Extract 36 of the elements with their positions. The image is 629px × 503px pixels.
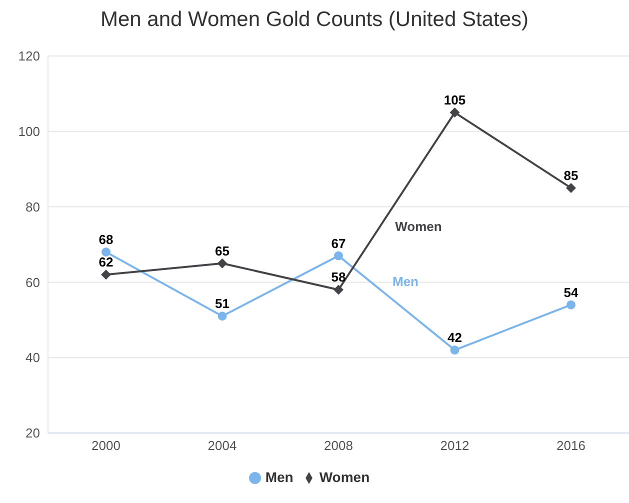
y-tick-label: 40 xyxy=(26,350,40,366)
y-tick-label: 120 xyxy=(18,48,40,64)
data-label: 67 xyxy=(331,236,346,251)
point xyxy=(334,251,343,260)
text: Men xyxy=(392,274,418,290)
data-label: 85 xyxy=(564,168,578,183)
data-label: 105 xyxy=(444,92,466,108)
point xyxy=(450,108,460,118)
y-tick-label: 100 xyxy=(18,124,40,140)
chart-title: Men and Women Gold Counts (United States) xyxy=(100,8,530,32)
x-tick-label: 2008 xyxy=(324,438,353,454)
data-label: 51 xyxy=(215,296,230,312)
data-label: 65 xyxy=(215,243,230,258)
data-label: 62 xyxy=(98,254,114,270)
point xyxy=(334,284,344,295)
x-tick-label: 2012 xyxy=(440,438,470,454)
point xyxy=(101,270,111,280)
y-tick-label: 20 xyxy=(26,426,40,441)
point xyxy=(218,312,227,321)
data-label: 68 xyxy=(98,232,114,248)
x-tick-label: 2016 xyxy=(556,438,586,454)
point xyxy=(566,182,576,193)
data-label: 54 xyxy=(564,284,579,300)
point xyxy=(217,258,228,268)
data-label: 42 xyxy=(448,330,462,346)
x-tick-label: 2000 xyxy=(92,438,120,454)
data-label: 58 xyxy=(331,270,346,285)
y-tick-label: 60 xyxy=(26,274,40,290)
x-tick-label: 2004 xyxy=(208,438,237,454)
point xyxy=(102,248,110,257)
point xyxy=(566,300,576,310)
point xyxy=(450,346,460,355)
y-tick-label: 80 xyxy=(26,199,40,214)
legend-label: Men xyxy=(265,469,294,485)
legend-label: Women xyxy=(319,469,370,485)
text: Women xyxy=(395,219,442,234)
